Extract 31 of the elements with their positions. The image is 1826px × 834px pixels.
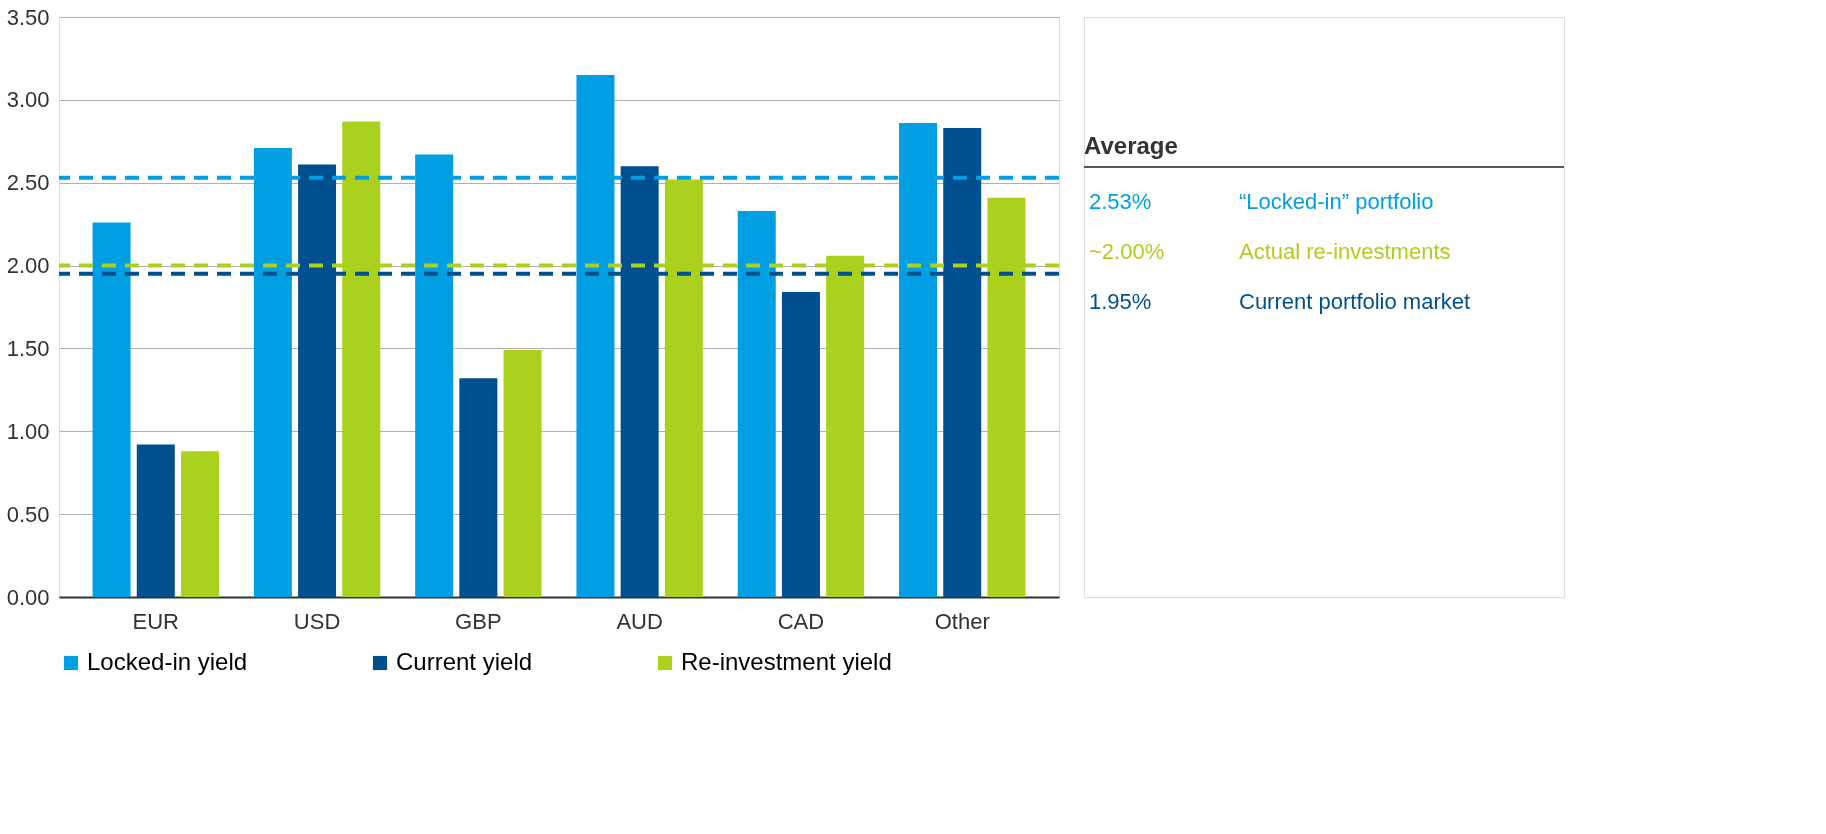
- y-tick-label: 2.50: [6, 170, 50, 196]
- text: “Locked-in” portfolio: [1239, 189, 1434, 214]
- x-tick-label: CAD: [777, 608, 825, 634]
- x-tick-label: EUR: [132, 608, 179, 634]
- x-tick-label: GBP: [455, 608, 502, 634]
- y-tick-label: 1.00: [6, 418, 50, 444]
- ref-line-label: 1.95%: [1089, 289, 1152, 314]
- ref-line-label: 2.53%: [1089, 189, 1152, 214]
- bar: [737, 210, 776, 597]
- bar: [459, 378, 498, 597]
- bar: [136, 444, 175, 597]
- x-tick-label: Other: [934, 608, 990, 634]
- x-tick-label: USD: [293, 608, 341, 634]
- text: Current portfolio market: [1239, 289, 1471, 314]
- ref-line-label: ~2.00%: [1089, 239, 1165, 264]
- bar: [92, 222, 131, 597]
- legend-label: Re-investment yield: [681, 648, 892, 675]
- y-tick-label: 2.00: [6, 253, 50, 279]
- bar: [180, 451, 219, 597]
- text: Actual re-investments: [1239, 239, 1451, 264]
- legend-label: Locked-in yield: [87, 648, 248, 675]
- y-tick-label: 0.50: [6, 501, 50, 527]
- y-tick-label: 0.00: [6, 584, 50, 610]
- x-tick-label: AUD: [616, 608, 663, 634]
- text: Average: [1084, 132, 1178, 159]
- bar: [781, 292, 820, 597]
- legend-label: Current yield: [396, 648, 533, 675]
- y-tick-label: 3.50: [6, 4, 50, 30]
- bar: [503, 350, 542, 597]
- y-tick-label: 1.50: [6, 335, 50, 361]
- y-tick-label: 3.00: [6, 87, 50, 113]
